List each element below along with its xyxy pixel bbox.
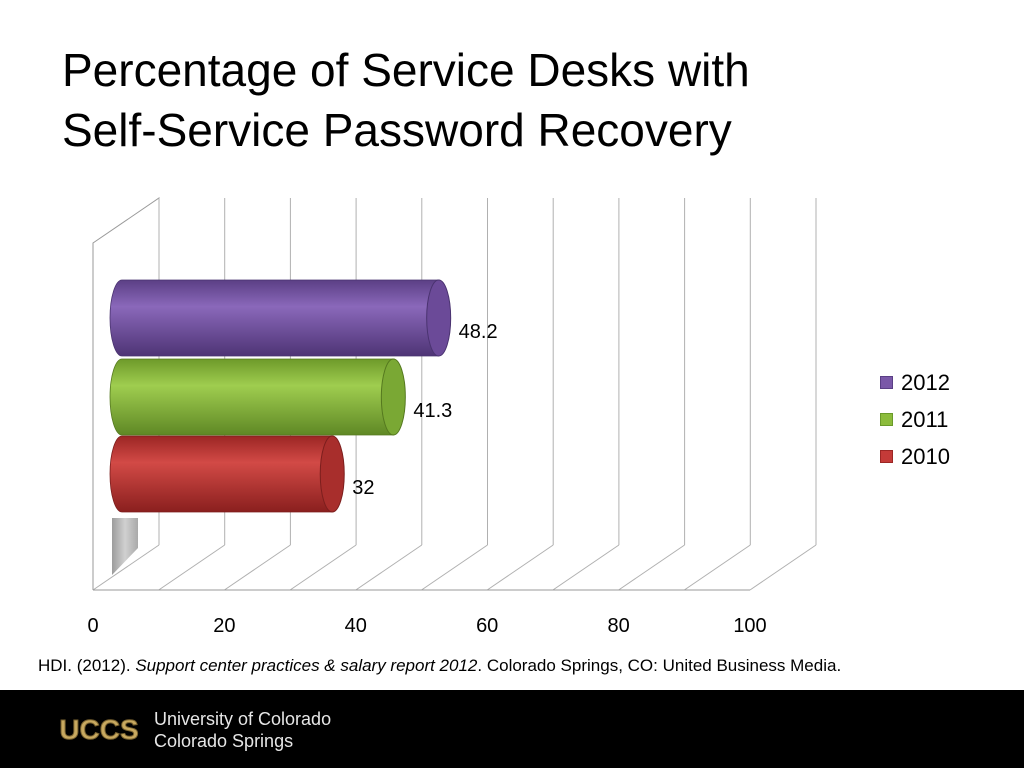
- x-tick-label: 60: [476, 615, 498, 637]
- gridline-floor: [486, 544, 554, 591]
- gridline-floor: [552, 544, 620, 591]
- data-label-2011: 41.3: [413, 400, 452, 422]
- bar-chart: 48.2 41.3 32 0 20 40 60 80 100: [87, 197, 817, 637]
- title-line-2: Self-Service Password Recovery: [62, 104, 732, 156]
- bar-shadow: [112, 518, 138, 575]
- legend-item-2012: 2012: [880, 364, 950, 401]
- legend-label-2010: 2010: [901, 443, 950, 469]
- x-tick-label: 20: [213, 615, 235, 637]
- x-axis-ticks: 0 20 40 60 80 100: [87, 615, 766, 637]
- gridline-floor: [355, 544, 423, 591]
- gridline-floor: [684, 544, 751, 591]
- uccs-logo-text: UCCS: [59, 714, 138, 745]
- gridline-floor: [421, 544, 488, 591]
- university-name: University of Colorado Colorado Springs: [154, 708, 331, 752]
- bar-cap-2010: [319, 435, 345, 513]
- bar-body-2010: [109, 435, 333, 513]
- bar-2012: [109, 279, 452, 357]
- gridline-floor: [224, 544, 291, 591]
- citation-part-1: HDI. (2012).: [38, 656, 136, 675]
- title-line-1: Percentage of Service Desks with: [62, 44, 750, 96]
- legend-label-2012: 2012: [901, 369, 950, 395]
- uccs-logo: UCCS: [59, 714, 139, 746]
- bar-body-2012: [109, 279, 440, 357]
- gridline-floor: [92, 544, 160, 591]
- bar-cap-2011: [380, 358, 406, 436]
- legend-swatch-2012: [880, 376, 893, 389]
- bars-group: [109, 279, 452, 513]
- legend-swatch-2010: [880, 450, 893, 463]
- university-line-2: Colorado Springs: [154, 731, 294, 751]
- data-label-2010: 32: [352, 477, 374, 499]
- gridline-floor: [158, 544, 225, 591]
- x-tick-label: 40: [345, 615, 367, 637]
- data-label-2012: 48.2: [459, 321, 498, 343]
- citation: HDI. (2012). Support center practices & …: [38, 656, 998, 676]
- bar-2010: [109, 435, 345, 513]
- data-labels: 48.2 41.3 32: [352, 321, 497, 499]
- legend-label-2011: 2011: [901, 406, 949, 432]
- x-tick-label: 100: [733, 615, 766, 637]
- bar-2011: [109, 358, 406, 436]
- gridline-floor: [289, 544, 357, 591]
- citation-part-2: . Colorado Springs, CO: United Business …: [477, 656, 842, 675]
- citation-title: Support center practices & salary report…: [135, 656, 478, 675]
- legend-swatch-2011: [880, 413, 893, 426]
- footer-bar: [0, 690, 1024, 768]
- slide-title: Percentage of Service Desks with Self-Se…: [62, 40, 962, 160]
- bar-floor-shadow: [112, 518, 138, 575]
- university-line-1: University of Colorado: [154, 709, 332, 729]
- gridline-floor: [618, 544, 685, 591]
- bar-cap-2012: [426, 279, 452, 357]
- legend-item-2011: 2011: [880, 401, 950, 438]
- bar-body-2011: [109, 358, 394, 436]
- x-tick-label: 0: [87, 615, 98, 637]
- chart-legend: 2012 2011 2010: [880, 364, 950, 475]
- gridline-floor: [749, 544, 817, 591]
- x-tick-label: 80: [607, 615, 629, 637]
- legend-item-2010: 2010: [880, 438, 950, 475]
